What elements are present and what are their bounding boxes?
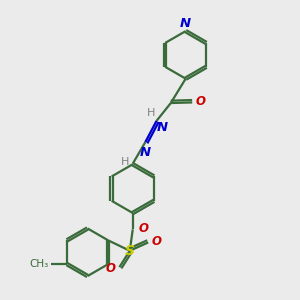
- Text: H: H: [121, 157, 129, 167]
- Text: H: H: [147, 109, 155, 118]
- Text: O: O: [106, 262, 116, 275]
- Text: N: N: [157, 121, 168, 134]
- Text: CH₃: CH₃: [30, 259, 49, 269]
- Text: O: O: [196, 95, 206, 108]
- Text: N: N: [140, 146, 151, 159]
- Text: N: N: [180, 16, 191, 30]
- Text: O: O: [138, 222, 148, 235]
- Text: O: O: [152, 235, 162, 248]
- Text: S: S: [125, 244, 135, 258]
